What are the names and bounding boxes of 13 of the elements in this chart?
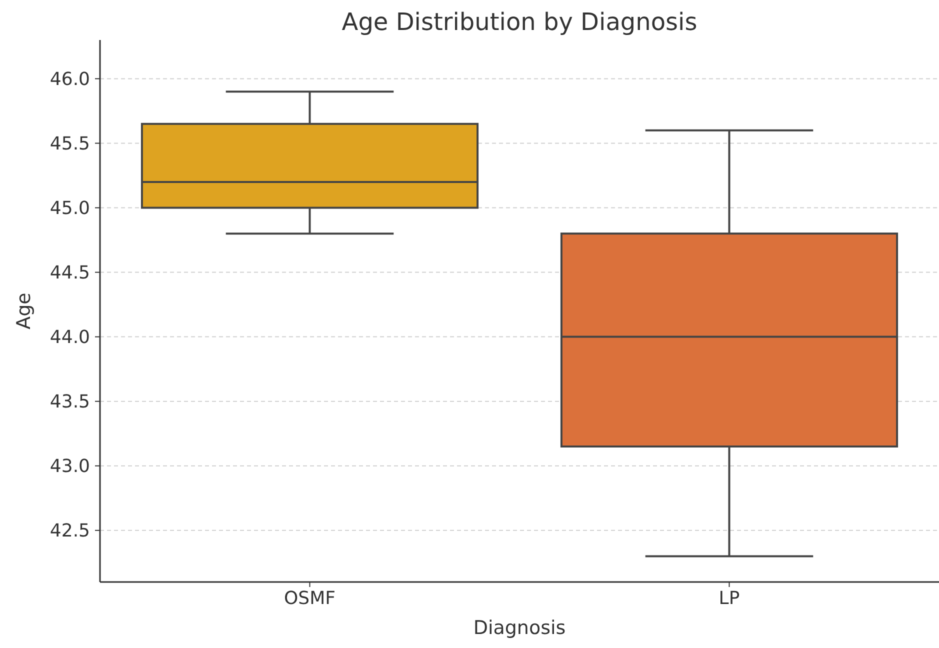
chart-title: Age Distribution by Diagnosis [342,8,698,36]
y-tick-label: 43.5 [50,392,90,413]
y-tick-label: 45.0 [50,198,90,220]
y-tick-label: 45.5 [50,134,90,155]
x-tick-label: OSMF [284,588,336,609]
y-tick-label: 42.5 [50,520,90,542]
y-tick-label: 44.0 [50,327,90,348]
x-axis-title: Diagnosis [473,617,566,639]
y-axis-title: Age [13,292,35,330]
y-tick-label: 46.0 [50,69,90,90]
y-tick-label: 44.5 [50,262,90,284]
x-tick-label: LP [718,588,740,609]
y-tick-label: 43.0 [50,456,90,478]
